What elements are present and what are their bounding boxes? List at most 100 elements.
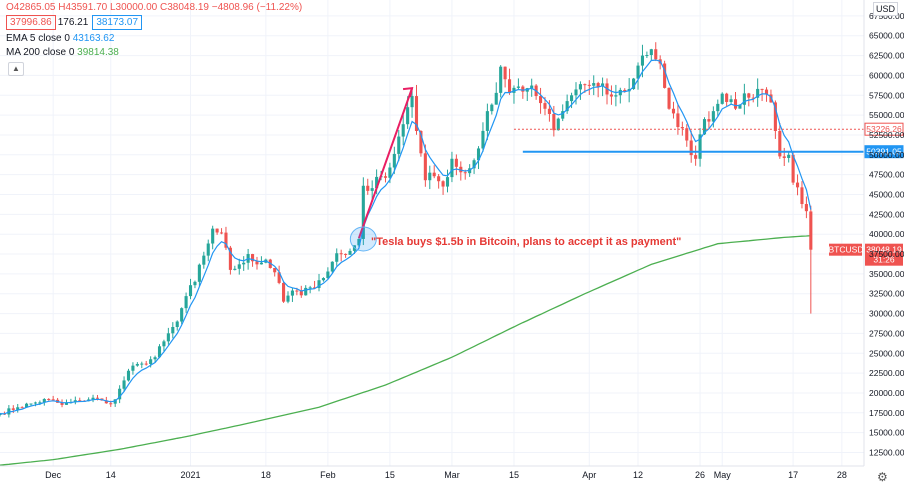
collapse-icon[interactable]: ▲ [8,62,24,76]
legend-ma[interactable]: MA 200 close 0 39814.38 [6,47,119,58]
candle-body [547,108,551,114]
candle-body [432,172,436,177]
candle-body [623,89,627,92]
candle-body [202,255,206,265]
candle-body [698,134,702,159]
countdown-label: 31:26 [873,255,895,265]
bid-price[interactable]: 37996.86 [6,15,56,30]
y-tick-label: 52500.00 [869,130,904,140]
candle-body [441,181,445,187]
candle-body [255,261,259,265]
candle-body [702,119,707,135]
candle-body [317,280,321,288]
x-tick-label: Dec [45,470,62,480]
candle-body [295,290,299,292]
candle-body [242,262,246,265]
ask-price[interactable]: 38173.07 [92,15,143,30]
candle-body [321,278,325,281]
candle-body [339,253,343,255]
candle-body [233,268,237,270]
candle-body [676,113,680,128]
ema-label: EMA 5 close 0 [6,33,70,44]
y-tick-label: 15000.00 [869,428,904,438]
candle-body [419,130,423,154]
ma200-line [0,235,811,466]
candle-body [219,232,224,234]
candle-body [578,84,582,90]
candle-body [0,413,2,415]
candle-body [335,253,339,262]
currency-label[interactable]: USD [873,2,899,16]
candle-body [126,370,131,381]
tesla-annotation: "Tesla buys $1.5b in Bitcoin, plans to a… [371,236,682,248]
candle-body [680,127,684,129]
candle-body [556,118,560,131]
candle-body [171,327,175,334]
trend-arrow-line [357,87,414,239]
candles-layer [0,42,813,418]
candle-body [38,402,42,404]
candle-body [725,93,729,102]
candle-body [609,94,613,97]
candle-body [104,400,108,404]
candle-body [587,84,591,86]
candle-body [738,104,742,109]
candle-body [778,130,782,157]
candle-body [512,87,516,93]
candle-body [153,357,157,360]
candle-body [118,388,122,400]
y-tick-label: 57500.00 [869,90,904,100]
gear-icon[interactable]: ⚙ [877,470,888,484]
ma-label: MA 200 close 0 [6,47,75,58]
x-tick-label: May [714,470,732,480]
candle-body [304,287,308,296]
candle-body [215,228,219,233]
candle-body [273,267,277,273]
x-tick-label: 28 [837,470,847,480]
candle-body [20,407,24,409]
candle-body [188,285,193,297]
candle-body [135,363,139,366]
x-tick-label: 14 [106,470,116,480]
candle-body [406,107,410,125]
candle-body [78,400,82,402]
candle-body [25,403,29,408]
x-tick-label: 12 [633,470,643,480]
candle-body [689,140,693,156]
candle-body [397,136,401,154]
candle-body [286,295,290,302]
y-tick-label: 20000.00 [869,388,904,398]
candle-body [149,359,153,364]
candle-body [437,176,441,182]
candle-body [539,96,543,104]
x-tick-label: 2021 [181,470,201,480]
legend-ema[interactable]: EMA 5 close 0 43163.62 [6,33,114,44]
candle-body [592,83,596,86]
y-tick-label: 50000.00 [869,150,904,160]
level-tag-label: 53226.26 [866,124,902,134]
candle-body [162,341,166,347]
candle-body [64,402,69,405]
y-tick-label: 17500.00 [869,408,904,418]
ema-value: 43163.62 [72,33,115,44]
y-tick-label: 45000.00 [869,189,904,199]
candle-body [685,128,689,141]
y-tick-label: 35000.00 [869,269,904,279]
candle-body [747,93,751,98]
y-tick-label: 30000.00 [869,309,904,319]
candle-body [414,96,419,131]
y-tick-label: 65000.00 [869,31,904,41]
candle-body [344,253,348,255]
candle-body [485,111,489,131]
candle-body [206,243,210,256]
candle-body [795,182,800,188]
price-tag-box [865,243,903,266]
candle-body [299,290,303,296]
candle-body [308,287,312,289]
candle-body [742,93,746,105]
level-tag-box [864,122,904,136]
x-tick-label: 18 [261,470,271,480]
price-tag-label: 38048.19 [866,245,902,255]
candle-body [251,254,255,262]
